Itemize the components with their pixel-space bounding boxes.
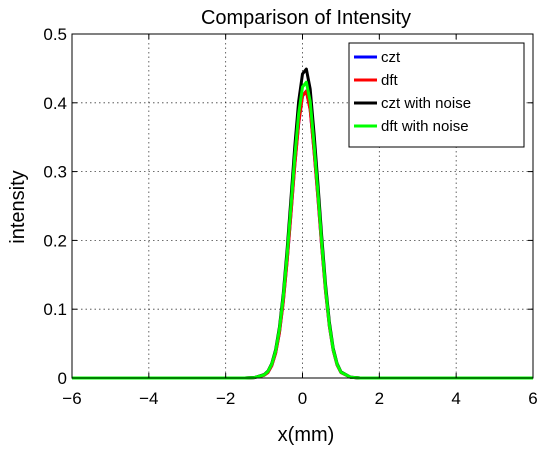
- y-tick-label: 0.2: [43, 231, 67, 250]
- legend-label-dft: dft: [381, 72, 399, 89]
- y-tick-label: 0.3: [43, 163, 67, 182]
- chart-title: Comparison of Intensity: [201, 7, 411, 29]
- x-tick-label: 4: [451, 389, 460, 408]
- legend-label-czt-with-noise: czt with noise: [381, 95, 471, 112]
- x-tick-label: −6: [62, 389, 81, 408]
- legend-label-czt: czt: [381, 49, 401, 66]
- x-tick-label: −4: [139, 389, 158, 408]
- x-tick-label: −2: [216, 389, 235, 408]
- y-tick-label: 0.1: [43, 300, 67, 319]
- x-tick-label: 0: [298, 389, 307, 408]
- axis-ticks: [71, 33, 534, 379]
- grid-lines: [72, 34, 533, 378]
- y-tick-label: 0: [58, 369, 67, 388]
- legend: czt dft czt with noise dft with noise: [348, 42, 525, 148]
- legend-label-dft-with-noise: dft with noise: [381, 118, 469, 135]
- y-tick-label: 0.5: [43, 25, 67, 44]
- x-tick-label: 2: [375, 389, 384, 408]
- y-axis-label: intensity: [7, 170, 29, 243]
- tick-labels: −6 −4 −2 0 2 4 6 0 0.1 0.2 0.3 0.4 0.5: [43, 25, 537, 408]
- x-tick-label: 6: [528, 389, 537, 408]
- legend-box: [348, 42, 525, 148]
- y-tick-label: 0.4: [43, 94, 67, 113]
- x-axis-label: x(mm): [278, 424, 335, 446]
